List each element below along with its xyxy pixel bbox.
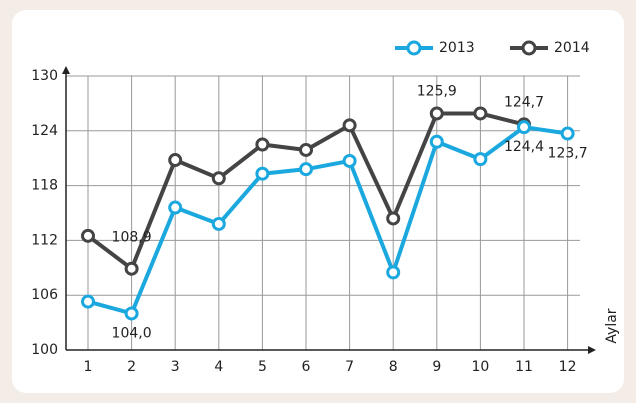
legend-swatch [406,40,422,56]
point [168,153,183,168]
point [386,265,401,280]
x-tick-label: 7 [345,359,354,375]
x-tick-label: 4 [214,359,223,375]
point [473,152,488,167]
legend-label: 2013 [439,40,475,56]
point [517,120,531,135]
data-label: 124,7 [504,94,544,110]
point [299,142,313,157]
x-tick-label: 2 [127,359,136,375]
panel [12,10,624,393]
point [211,216,226,231]
data-label: 123,7 [548,146,588,162]
y-tick-label: 130 [31,68,58,84]
point [473,106,488,121]
point [124,261,139,276]
x-tick-label: 3 [171,359,180,375]
point [342,118,357,133]
point [342,153,357,168]
point [429,106,444,121]
point [299,162,313,177]
series-line [87,125,568,316]
y-axis-arrow [62,66,70,74]
point [255,166,270,181]
point [168,200,183,215]
point [560,126,575,141]
data-label: 108,9 [112,230,152,246]
x-tick-label: 8 [389,359,398,375]
point [81,228,95,243]
point [386,211,401,226]
y-tick-label: 124 [31,123,58,139]
x-tick-label: 12 [559,359,577,375]
data-label: 104,0 [112,325,152,341]
point [255,137,270,152]
point [211,171,226,186]
legend-label: 2014 [554,40,590,56]
x-tick-label: 1 [84,359,93,375]
y-tick-label: 112 [31,232,58,248]
x-tick-label: 6 [302,359,311,375]
x-tick-label: 9 [432,359,441,375]
point [124,306,139,321]
legend-swatch [521,40,537,56]
x-axis-label: Aylar [604,308,620,343]
data-label: 124,4 [504,139,544,155]
x-axis-arrow [588,346,596,354]
x-tick-label: 10 [471,359,489,375]
data-label: 125,9 [417,83,457,99]
point [81,294,95,309]
x-tick-label: 11 [515,359,533,375]
y-tick-label: 118 [31,178,58,194]
y-tick-label: 100 [31,342,58,358]
x-tick-label: 5 [258,359,267,375]
point [429,134,444,149]
y-tick-label: 106 [31,287,58,303]
